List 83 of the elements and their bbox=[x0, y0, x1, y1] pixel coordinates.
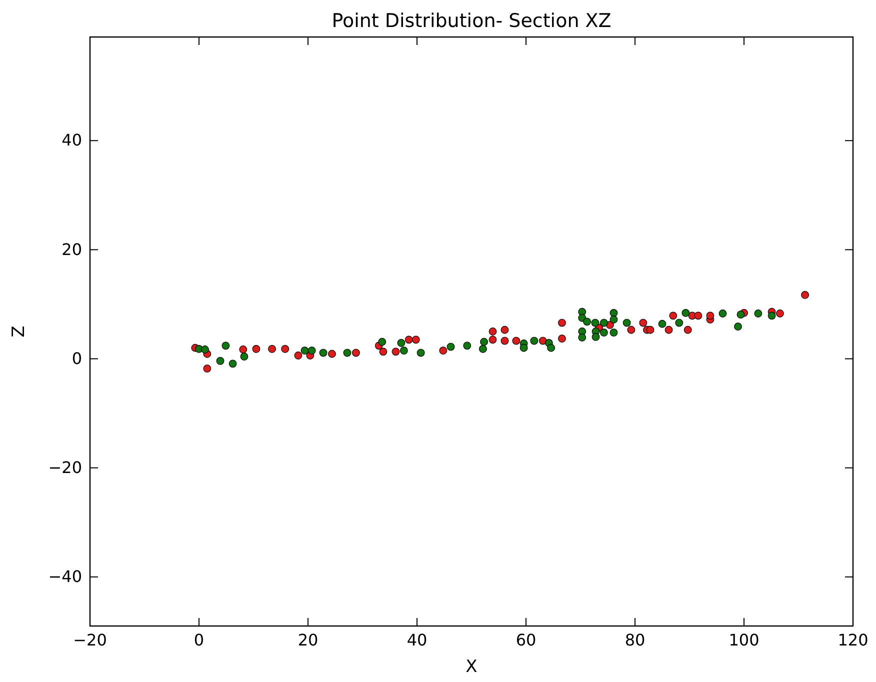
x-tick-label: 40 bbox=[406, 630, 428, 650]
point bbox=[646, 326, 654, 334]
point bbox=[439, 346, 448, 355]
point bbox=[240, 352, 248, 361]
point bbox=[547, 344, 556, 352]
point bbox=[675, 318, 684, 327]
point bbox=[352, 348, 360, 357]
point bbox=[478, 345, 487, 353]
point bbox=[658, 320, 666, 328]
point bbox=[736, 310, 745, 319]
point bbox=[201, 346, 209, 354]
point bbox=[294, 352, 302, 360]
point bbox=[639, 318, 648, 327]
x-tick-label: 100 bbox=[728, 630, 760, 650]
point bbox=[512, 336, 520, 345]
point bbox=[500, 326, 509, 334]
point bbox=[228, 360, 237, 368]
point bbox=[706, 312, 714, 320]
point bbox=[669, 312, 678, 320]
point bbox=[600, 318, 608, 327]
point bbox=[319, 348, 328, 357]
x-tick-label: 0 bbox=[194, 630, 204, 650]
y-tick-label: −20 bbox=[48, 458, 82, 477]
point bbox=[480, 338, 488, 346]
point bbox=[610, 309, 618, 317]
point bbox=[558, 318, 566, 327]
x-tick-label: 60 bbox=[516, 630, 536, 650]
point bbox=[281, 345, 290, 353]
point bbox=[776, 310, 784, 318]
point bbox=[400, 346, 408, 355]
point bbox=[392, 348, 400, 356]
point bbox=[734, 322, 742, 331]
point bbox=[622, 318, 631, 327]
point bbox=[378, 338, 386, 346]
point bbox=[754, 310, 762, 318]
point bbox=[328, 350, 336, 358]
y-tick-label: 40 bbox=[62, 130, 82, 150]
point bbox=[558, 334, 566, 343]
point bbox=[308, 346, 316, 355]
point bbox=[488, 336, 497, 344]
point bbox=[627, 326, 636, 334]
point bbox=[718, 310, 727, 318]
point bbox=[610, 328, 618, 337]
point bbox=[591, 318, 600, 327]
point bbox=[592, 333, 600, 341]
y-tick-label: 0 bbox=[72, 348, 82, 368]
point bbox=[216, 357, 224, 365]
point bbox=[694, 312, 702, 320]
point bbox=[446, 342, 455, 351]
point bbox=[463, 342, 472, 350]
point bbox=[416, 348, 425, 357]
point bbox=[530, 336, 538, 345]
point bbox=[268, 345, 276, 353]
point bbox=[583, 318, 591, 326]
point bbox=[682, 309, 690, 317]
x-tick-label: 80 bbox=[624, 630, 646, 650]
point bbox=[664, 326, 673, 334]
x-axis-title: X bbox=[466, 657, 478, 677]
point bbox=[500, 336, 509, 345]
point bbox=[397, 339, 406, 347]
point bbox=[801, 291, 809, 299]
x-tick-label: 20 bbox=[298, 630, 318, 650]
point bbox=[343, 348, 352, 357]
point bbox=[379, 348, 388, 356]
point bbox=[684, 326, 692, 334]
point bbox=[239, 346, 248, 354]
point bbox=[610, 316, 618, 324]
point bbox=[404, 336, 413, 344]
point bbox=[488, 328, 497, 336]
y-tick-label: 20 bbox=[62, 240, 82, 259]
point bbox=[520, 344, 528, 352]
point bbox=[768, 312, 776, 320]
point bbox=[578, 334, 586, 342]
point bbox=[412, 336, 420, 344]
x-tick-label: 120 bbox=[838, 630, 868, 650]
chart-title: Point Distribution- Section XZ bbox=[332, 10, 612, 32]
y-tick-label: −40 bbox=[48, 567, 82, 586]
point bbox=[300, 346, 309, 355]
y-axis-title: Z bbox=[9, 326, 29, 338]
point bbox=[600, 328, 608, 337]
point bbox=[222, 342, 230, 350]
point bbox=[252, 345, 260, 353]
point bbox=[203, 364, 212, 373]
